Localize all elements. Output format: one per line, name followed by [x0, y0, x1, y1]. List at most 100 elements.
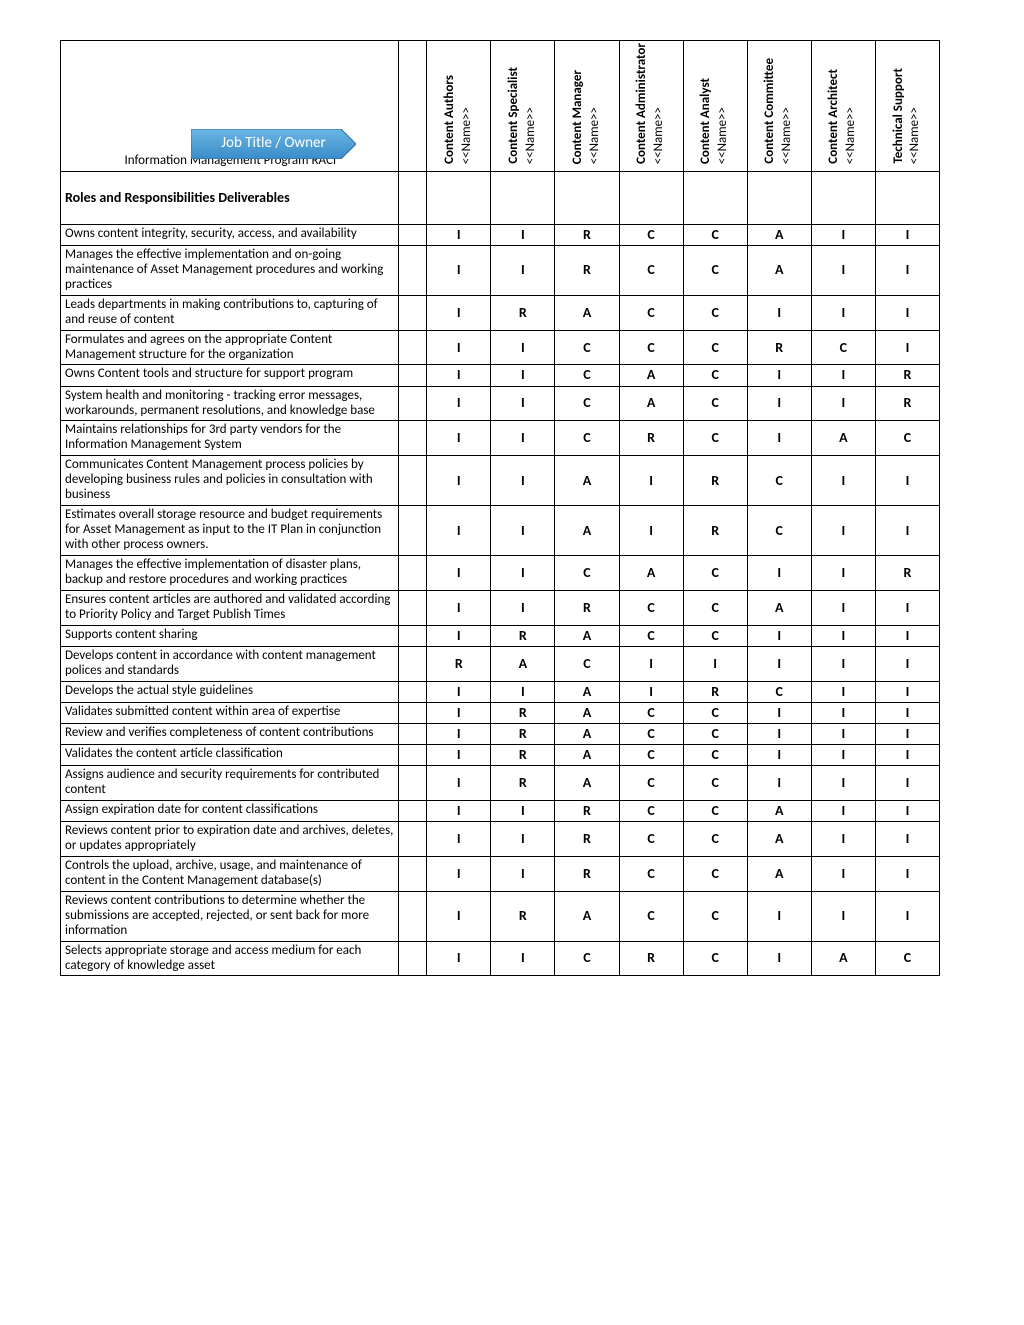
- raci-value: R: [875, 365, 939, 386]
- raci-value: I: [747, 421, 811, 456]
- raci-value: A: [555, 744, 619, 765]
- raci-value: C: [619, 295, 683, 330]
- raci-value: I: [811, 365, 875, 386]
- raci-value: A: [747, 800, 811, 821]
- raci-value: R: [491, 766, 555, 801]
- raci-value: I: [811, 723, 875, 744]
- row-desc: Review and verifies completeness of cont…: [61, 723, 399, 744]
- raci-value: I: [875, 856, 939, 891]
- row-desc: Maintains relationships for 3rd party ve…: [61, 421, 399, 456]
- role-header-5: Content Committee<<Name>>: [747, 41, 811, 172]
- table-row: Develops the actual style guidelinesIIAI…: [61, 681, 940, 702]
- row-desc: Manages the effective implementation of …: [61, 555, 399, 590]
- raci-value: C: [619, 590, 683, 625]
- raci-value: I: [811, 744, 875, 765]
- raci-value: R: [747, 330, 811, 365]
- row-desc: Owns Content tools and structure for sup…: [61, 365, 399, 386]
- raci-value: I: [811, 245, 875, 295]
- raci-value: I: [491, 800, 555, 821]
- raci-value: A: [555, 625, 619, 646]
- raci-value: I: [427, 625, 491, 646]
- raci-value: I: [427, 744, 491, 765]
- raci-value: A: [747, 245, 811, 295]
- raci-value: C: [683, 822, 747, 857]
- table-row: Assign expiration date for content class…: [61, 800, 940, 821]
- raci-value: C: [683, 421, 747, 456]
- raci-value: I: [875, 822, 939, 857]
- raci-value: A: [619, 386, 683, 421]
- row-desc: Develops content in accordance with cont…: [61, 646, 399, 681]
- raci-value: C: [683, 224, 747, 245]
- raci-value: I: [427, 506, 491, 556]
- section-header-row: Roles and Responsibilities Deliverables: [61, 171, 940, 224]
- table-row: Estimates overall storage resource and b…: [61, 506, 940, 556]
- row-desc: Reviews content prior to expiration date…: [61, 822, 399, 857]
- raci-value: I: [747, 723, 811, 744]
- raci-value: C: [619, 856, 683, 891]
- raci-value: A: [555, 766, 619, 801]
- row-desc: Controls the upload, archive, usage, and…: [61, 856, 399, 891]
- raci-value: C: [683, 856, 747, 891]
- raci-value: I: [491, 681, 555, 702]
- role-header-1: Content Specialist<<Name>>: [491, 41, 555, 172]
- raci-value: I: [619, 646, 683, 681]
- raci-value: I: [491, 224, 555, 245]
- row-desc: Communicates Content Management process …: [61, 456, 399, 506]
- raci-value: I: [427, 386, 491, 421]
- raci-value: R: [555, 856, 619, 891]
- raci-value: I: [811, 386, 875, 421]
- raci-value: R: [683, 681, 747, 702]
- raci-value: I: [875, 723, 939, 744]
- row-desc: Estimates overall storage resource and b…: [61, 506, 399, 556]
- raci-value: C: [811, 330, 875, 365]
- raci-value: C: [683, 766, 747, 801]
- raci-value: I: [875, 590, 939, 625]
- raci-value: I: [427, 891, 491, 941]
- raci-value: R: [619, 421, 683, 456]
- raci-value: R: [491, 744, 555, 765]
- raci-value: R: [427, 646, 491, 681]
- raci-value: I: [427, 245, 491, 295]
- raci-value: I: [811, 822, 875, 857]
- raci-value: R: [875, 555, 939, 590]
- table-row: System health and monitoring - tracking …: [61, 386, 940, 421]
- raci-value: C: [555, 941, 619, 976]
- raci-value: I: [683, 646, 747, 681]
- job-title-chevron: Job Title / Owner: [191, 129, 356, 159]
- raci-value: I: [811, 506, 875, 556]
- raci-value: C: [555, 386, 619, 421]
- raci-value: I: [427, 365, 491, 386]
- raci-value: C: [619, 245, 683, 295]
- raci-value: C: [555, 365, 619, 386]
- table-row: Maintains relationships for 3rd party ve…: [61, 421, 940, 456]
- raci-value: I: [747, 646, 811, 681]
- table-row: Leads departments in making contribution…: [61, 295, 940, 330]
- raci-value: I: [875, 891, 939, 941]
- raci-value: I: [427, 822, 491, 857]
- raci-value: I: [811, 766, 875, 801]
- raci-value: C: [683, 295, 747, 330]
- row-desc: Assign expiration date for content class…: [61, 800, 399, 821]
- raci-value: R: [491, 625, 555, 646]
- raci-value: I: [427, 421, 491, 456]
- table-row: Assigns audience and security requiremen…: [61, 766, 940, 801]
- raci-value: A: [747, 822, 811, 857]
- table-row: Selects appropriate storage and access m…: [61, 941, 940, 976]
- table-row: Communicates Content Management process …: [61, 456, 940, 506]
- raci-value: C: [683, 555, 747, 590]
- title-cell: Information Management Program RACI Job …: [61, 41, 399, 172]
- row-desc: System health and monitoring - tracking …: [61, 386, 399, 421]
- raci-value: I: [875, 295, 939, 330]
- gap-column: [398, 41, 427, 172]
- raci-value: C: [619, 330, 683, 365]
- raci-value: C: [619, 625, 683, 646]
- raci-value: R: [555, 590, 619, 625]
- raci-value: C: [747, 681, 811, 702]
- raci-value: I: [747, 766, 811, 801]
- raci-value: R: [683, 456, 747, 506]
- raci-value: C: [683, 245, 747, 295]
- raci-value: A: [811, 421, 875, 456]
- row-desc: Formulates and agrees on the appropriate…: [61, 330, 399, 365]
- raci-value: A: [811, 941, 875, 976]
- raci-value: C: [619, 723, 683, 744]
